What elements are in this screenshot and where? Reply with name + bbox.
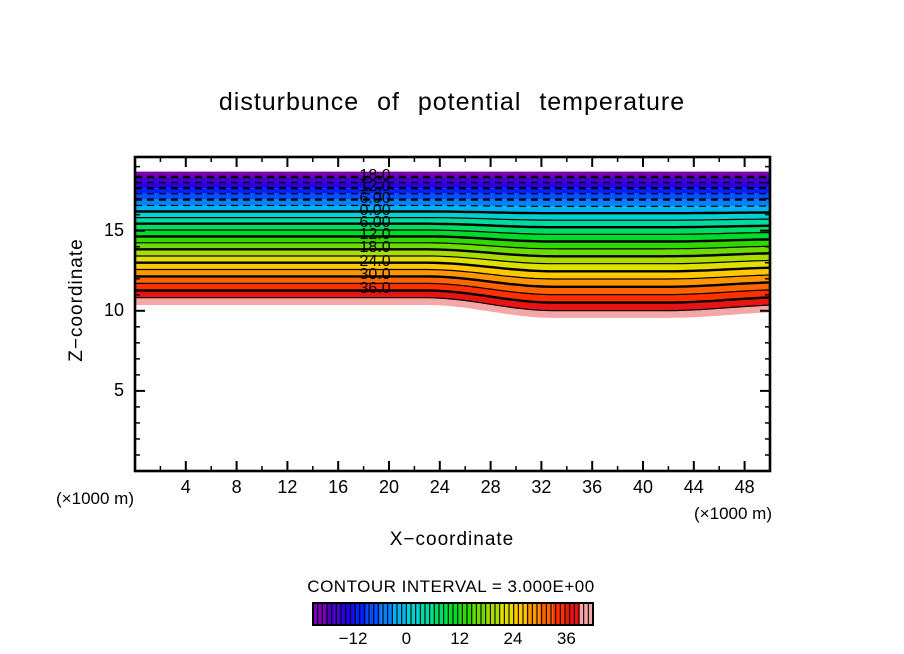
contour-band	[135, 276, 770, 295]
colorbar-band	[379, 603, 394, 625]
colorbar-band	[486, 603, 501, 625]
contour-line	[135, 217, 770, 221]
contour-band	[135, 177, 770, 183]
x-tick-label: 48	[734, 477, 755, 497]
contour-label: 18.0	[359, 239, 391, 257]
colorbar-border	[312, 602, 594, 626]
contour-interval-label: CONTOUR INTERVAL = 3.000E+00	[307, 577, 595, 596]
contour-line	[135, 242, 771, 250]
colorbar-band	[406, 603, 421, 625]
colorbar-tick-label: 36	[556, 629, 576, 648]
x-tick-label: 36	[582, 477, 603, 497]
colorbar-band	[579, 603, 594, 625]
x-tick-label: 16	[328, 477, 349, 497]
contour-line	[135, 268, 771, 280]
y-tick-label: 10	[103, 299, 124, 320]
colorbar-band	[473, 603, 487, 625]
colorbar-tick-label: −12	[338, 629, 368, 648]
contour-band	[135, 256, 770, 272]
contour-band	[135, 193, 770, 200]
colorbar-band	[526, 603, 541, 625]
x-tick-label: 44	[683, 477, 704, 497]
contour-line	[135, 210, 770, 215]
contour-label: 24.0	[359, 252, 391, 270]
colorbar-tick-label: 24	[503, 629, 523, 648]
contour-band	[135, 236, 770, 249]
contour-band	[135, 262, 770, 279]
contour-band	[135, 171, 770, 177]
y-tick-label: 15	[103, 219, 124, 240]
colorbar-band	[419, 603, 434, 625]
contour-line	[135, 282, 771, 296]
y-tick-label: 5	[113, 379, 124, 400]
contour-band	[135, 223, 770, 235]
colorbar-band	[339, 603, 354, 625]
plot-title: disturbunce of potential temperature	[218, 88, 686, 116]
contour-band	[135, 182, 770, 189]
contour-band	[135, 297, 770, 318]
contour-line	[135, 248, 771, 258]
contour-label: 12.0	[359, 178, 391, 196]
colorbar-band	[393, 603, 407, 625]
contour-band	[135, 217, 770, 228]
contour-label: 6.00	[359, 189, 391, 207]
x-tick-label: 4	[180, 477, 191, 497]
contour-line	[135, 261, 771, 273]
x-tick-label: 8	[231, 477, 242, 497]
colorbar-band	[566, 603, 581, 625]
colorbar-band	[499, 603, 514, 625]
colorbar-tick-label: 0	[401, 629, 412, 648]
colorbar-tick-label: 12	[450, 629, 470, 648]
axis-unit-right: (×1000 m)	[694, 504, 772, 523]
contour-line	[135, 204, 770, 207]
colorbar-band	[313, 603, 327, 625]
x-tick-label: 12	[277, 477, 298, 497]
contour-line	[135, 235, 771, 243]
x-axis-title: X−coordinate	[389, 529, 515, 550]
contour-label: 0.00	[359, 201, 391, 219]
contour-label: 36.0	[359, 280, 391, 298]
contour-band	[135, 290, 770, 311]
colorbar-band	[433, 603, 447, 625]
colorbar-band	[326, 603, 341, 625]
contour-band	[135, 283, 770, 303]
contour-line	[135, 275, 771, 288]
contour-band	[135, 199, 770, 207]
contour-band	[135, 269, 770, 287]
x-tick-label: 24	[429, 477, 450, 497]
x-tick-label: 32	[531, 477, 552, 497]
contour-line	[135, 289, 771, 304]
contour-line	[135, 297, 771, 312]
x-tick-label: 20	[378, 477, 400, 497]
contour-line	[135, 255, 771, 265]
axis-unit-left: (×1000 m)	[56, 489, 134, 508]
contour-band	[135, 188, 770, 194]
contour-label: 6.00	[359, 213, 391, 231]
contour-label: 18.0	[359, 167, 391, 184]
x-tick-label: 28	[480, 477, 501, 497]
contour-label: 30.0	[359, 266, 391, 284]
contour-label: 12.0	[359, 226, 391, 244]
contour-line	[135, 222, 771, 229]
contour-line	[135, 229, 771, 235]
x-tick-label: 40	[632, 477, 654, 497]
plot-border	[133, 155, 772, 473]
colorbar-band	[513, 603, 527, 625]
